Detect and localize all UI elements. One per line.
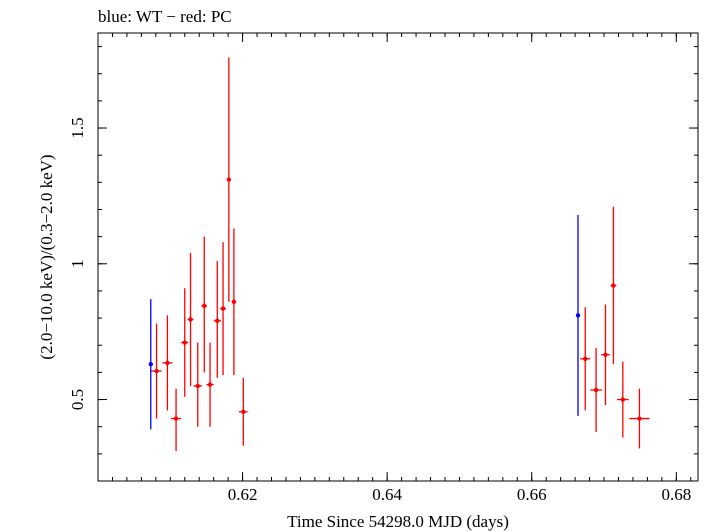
point-marker (207, 382, 213, 387)
plot-frame (97, 32, 699, 482)
point-marker (226, 177, 232, 182)
point-marker (620, 397, 626, 402)
series-layer (148, 57, 650, 452)
point-marker (575, 313, 581, 318)
data-point (181, 288, 189, 397)
data-point (580, 307, 591, 411)
data-point (187, 252, 194, 386)
point-marker (202, 303, 207, 309)
data-point (213, 261, 221, 378)
minor-ticks (97, 33, 698, 482)
point-marker (241, 409, 246, 414)
y-axis-label: (2.0−10.0 keV)/(0.3−2.0 keV) (37, 154, 56, 359)
y-tick-labels: 0.5 1 1.5 (68, 117, 87, 410)
data-point (231, 228, 237, 376)
point-marker (231, 299, 237, 304)
x-axis-label: Time Since 54298.0 MJD (days) (287, 512, 509, 531)
point-marker (154, 368, 159, 374)
data-point (201, 236, 208, 373)
point-marker (611, 283, 616, 288)
x-tick-label: 0.68 (661, 485, 691, 504)
data-point (151, 323, 162, 419)
y-tick-label: 1 (68, 260, 87, 269)
data-point (238, 377, 248, 446)
data-point (629, 388, 650, 449)
data-point (193, 342, 203, 427)
chart-title: blue: WT − red: PC (98, 7, 232, 26)
data-point (171, 388, 182, 452)
data-point (148, 299, 153, 430)
data-point (206, 342, 214, 427)
data-point (575, 214, 581, 416)
x-tick-labels: 0.62 0.64 0.66 0.68 (228, 485, 691, 504)
point-marker (148, 362, 153, 367)
data-point (162, 315, 173, 411)
x-tick-label: 0.66 (517, 485, 547, 504)
point-marker (637, 416, 642, 421)
data-point (610, 206, 617, 365)
point-marker (188, 317, 193, 322)
x-tick-label: 0.62 (228, 485, 258, 504)
series-wt (148, 214, 581, 430)
y-tick-label: 1.5 (68, 117, 87, 138)
major-ticks (98, 33, 698, 481)
data-point (590, 347, 602, 433)
point-marker (195, 383, 200, 389)
point-marker (173, 416, 179, 421)
point-marker (165, 360, 170, 366)
point-marker (220, 306, 226, 311)
point-marker (215, 318, 220, 324)
data-point (601, 304, 610, 405)
data-point (226, 57, 232, 302)
series-pc (151, 57, 650, 452)
point-marker (182, 340, 187, 345)
data-point (617, 361, 629, 438)
y-tick-label: 0.5 (68, 389, 87, 410)
point-marker (583, 356, 588, 362)
point-marker (603, 352, 608, 357)
x-tick-label: 0.64 (372, 485, 402, 504)
data-point (220, 242, 226, 376)
point-marker (593, 387, 599, 393)
